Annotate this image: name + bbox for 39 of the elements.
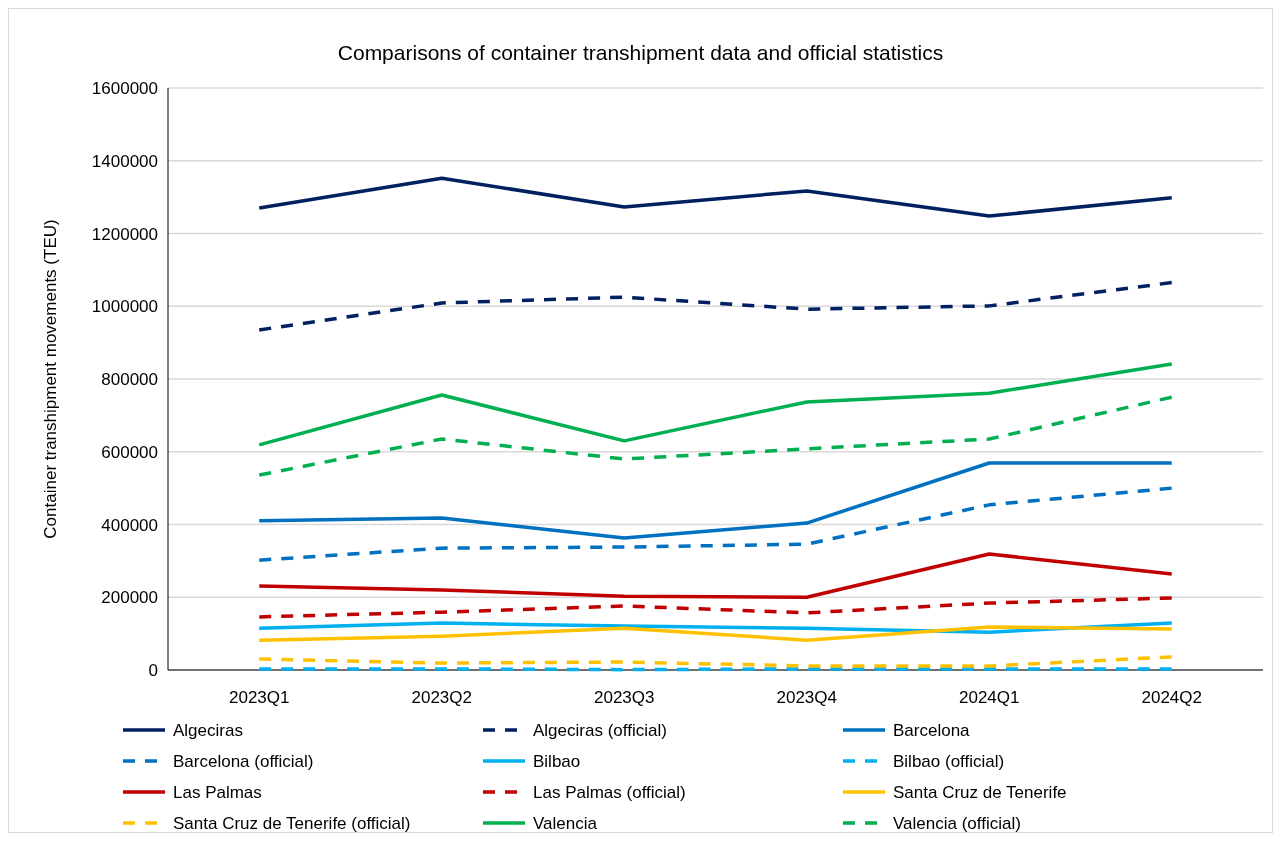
y-tick-label: 200000 <box>101 588 158 608</box>
line-series <box>257 625 1174 642</box>
legend-label: Algeciras <box>173 721 243 740</box>
legend-label: Santa Cruz de Tenerife (official) <box>173 814 411 833</box>
legend-label: Las Palmas (official) <box>533 783 686 802</box>
legend-label: Valencia <box>533 814 598 833</box>
line-series <box>257 395 1174 477</box>
legend-label: Las Palmas <box>173 783 262 802</box>
x-tick-label: 2023Q2 <box>411 688 472 707</box>
y-tick-label: 1400000 <box>91 151 158 171</box>
y-axis-title: Container transhipment movements (TEU) <box>41 219 60 539</box>
legend-label: Algeciras (official) <box>533 721 667 740</box>
legend-label: Santa Cruz de Tenerife <box>893 783 1067 802</box>
y-tick-label: 1600000 <box>91 79 158 98</box>
y-tick-label: 1000000 <box>91 297 158 317</box>
y-tick-label: 600000 <box>101 442 158 462</box>
legend-label: Bilbao (official) <box>893 752 1005 771</box>
line-series <box>257 280 1174 332</box>
line-series <box>257 486 1174 562</box>
x-tick-label: 2024Q2 <box>1141 688 1202 707</box>
legend-label: Bilbao <box>533 752 581 771</box>
chart-title: Comparisons of container transhipment data and official statistics <box>337 41 944 64</box>
line-series <box>257 461 1174 540</box>
y-tick-label: 400000 <box>101 515 158 535</box>
x-tick-label: 2023Q3 <box>594 688 655 707</box>
legend-label: Barcelona (official) <box>173 752 314 771</box>
line-series <box>257 362 1174 447</box>
line-series <box>257 655 1174 668</box>
y-tick-label: 0 <box>148 661 158 680</box>
y-tick-label: 800000 <box>101 370 158 389</box>
x-tick-label: 2023Q4 <box>776 688 837 707</box>
legend-label: Barcelona <box>893 721 971 740</box>
line-series <box>257 176 1174 218</box>
line-series <box>257 552 1174 599</box>
x-tick-label: 2023Q1 <box>229 688 290 707</box>
x-tick-label: 2024Q1 <box>959 688 1020 707</box>
y-tick-label: 1200000 <box>91 224 158 244</box>
line-series <box>257 596 1174 619</box>
legend-label: Valencia (official) <box>893 814 1021 833</box>
